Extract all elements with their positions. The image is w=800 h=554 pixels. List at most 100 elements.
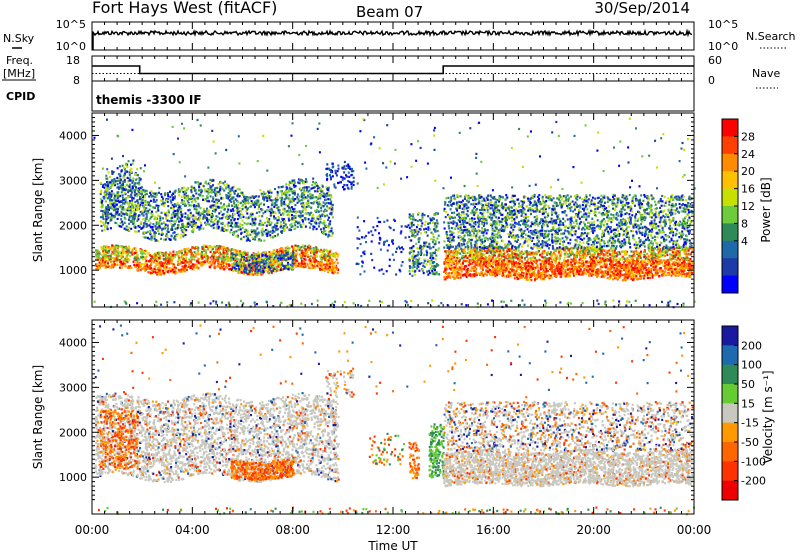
data-cell	[207, 256, 210, 259]
data-cell	[189, 198, 191, 201]
data-cell	[416, 233, 419, 236]
data-cell	[251, 265, 254, 268]
data-cell	[428, 247, 431, 250]
data-cell	[115, 263, 118, 266]
data-cell	[253, 195, 256, 198]
data-cell	[219, 264, 222, 267]
data-cell	[349, 167, 352, 171]
data-cell	[153, 206, 156, 209]
data-cell	[173, 269, 176, 272]
data-cell	[431, 269, 434, 273]
data-cell	[256, 271, 259, 274]
data-cell	[412, 218, 415, 221]
data-cell	[160, 195, 163, 198]
data-cell	[133, 224, 136, 227]
data-cell	[235, 257, 238, 260]
data-cell	[313, 200, 316, 203]
data-cell	[278, 265, 281, 269]
data-cell	[190, 220, 193, 224]
data-cell	[213, 200, 216, 203]
data-cell	[134, 251, 136, 254]
data-cell	[104, 212, 107, 215]
data-cell	[245, 201, 248, 204]
data-cell	[283, 256, 286, 259]
data-cell	[471, 262, 474, 265]
data-cell	[209, 195, 212, 198]
data-cell	[119, 194, 122, 198]
data-cell	[139, 178, 142, 181]
data-cell	[242, 215, 245, 219]
data-cell	[107, 193, 110, 196]
data-cell	[436, 230, 439, 233]
data-cell	[291, 225, 294, 228]
data-cell	[194, 200, 197, 203]
data-cell	[147, 271, 150, 274]
data-cell	[327, 252, 330, 255]
data-cell	[320, 194, 323, 197]
data-cell	[340, 175, 343, 178]
data-cell	[122, 251, 124, 254]
data-cell	[171, 216, 174, 219]
data-cell	[129, 176, 132, 179]
data-cell	[653, 263, 656, 266]
data-cell	[320, 248, 323, 251]
data-cell	[198, 206, 201, 209]
data-cell	[317, 218, 320, 221]
data-cell	[239, 216, 242, 219]
data-cell	[188, 263, 191, 266]
data-cell	[107, 204, 110, 207]
data-cell	[318, 195, 321, 198]
data-cell	[306, 196, 309, 199]
data-cell	[250, 266, 253, 270]
data-cell	[174, 272, 177, 275]
data-cell	[305, 202, 308, 205]
data-cell	[177, 255, 180, 258]
data-cell	[324, 208, 327, 211]
data-cell	[319, 220, 322, 224]
data-cell	[434, 230, 437, 233]
data-cell	[116, 247, 119, 250]
data-cell	[122, 208, 125, 211]
data-cell	[118, 205, 121, 209]
data-cell	[289, 255, 292, 258]
data-cell	[302, 201, 305, 205]
data-cell	[108, 187, 111, 190]
data-cell	[243, 252, 246, 255]
data-cell	[310, 206, 313, 209]
data-cell	[158, 215, 161, 218]
data-cell	[434, 268, 436, 271]
data-cell	[163, 194, 166, 197]
noise-right-tick-high: 10^5	[708, 18, 738, 31]
data-cell	[192, 214, 195, 217]
data-cell	[159, 219, 162, 222]
data-cell	[205, 190, 208, 193]
data-cell	[280, 230, 283, 233]
data-cell	[298, 264, 301, 267]
data-cell	[508, 270, 511, 273]
data-cell	[163, 201, 166, 204]
data-cell	[233, 223, 236, 226]
data-cell	[126, 254, 129, 257]
data-cell	[252, 261, 255, 264]
data-cell	[317, 186, 320, 189]
data-cell	[206, 258, 209, 261]
data-cell	[113, 216, 116, 219]
data-cell	[108, 247, 111, 250]
data-cell	[178, 194, 181, 197]
data-cell	[117, 191, 120, 194]
data-cell	[145, 222, 148, 226]
data-cell	[316, 203, 319, 206]
data-cell	[149, 217, 152, 220]
data-cell	[245, 270, 247, 273]
data-cell	[128, 258, 131, 262]
data-cell	[185, 266, 188, 269]
data-cell	[144, 193, 147, 196]
data-cell	[220, 266, 223, 269]
data-cell	[260, 208, 263, 211]
data-cell	[418, 269, 421, 272]
data-cell	[219, 245, 222, 248]
data-cell	[312, 202, 315, 205]
data-cell	[175, 205, 177, 208]
data-cell	[232, 270, 235, 273]
data-cell	[546, 274, 549, 277]
